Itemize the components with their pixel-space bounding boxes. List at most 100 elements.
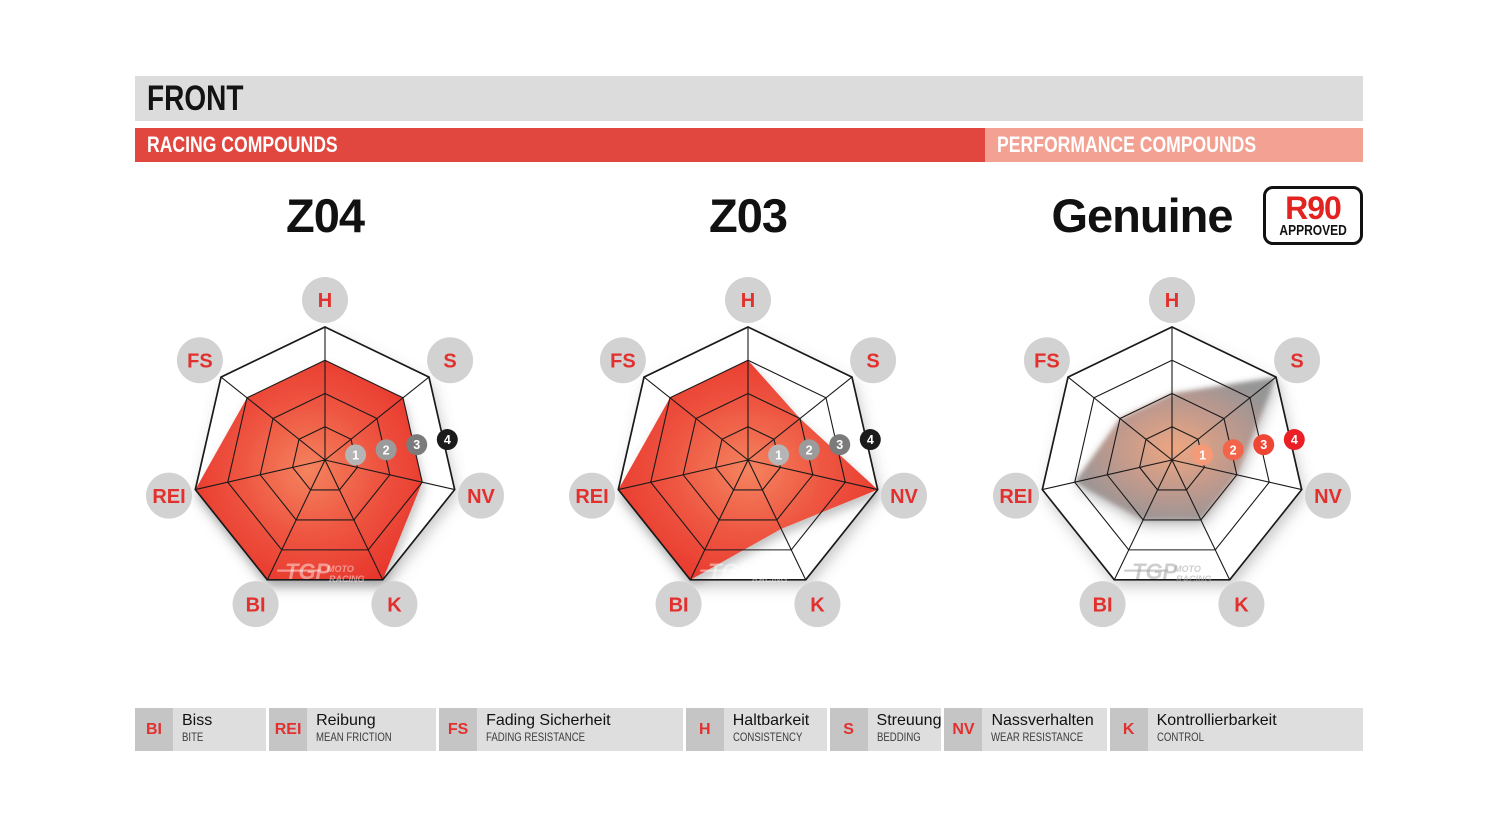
r90-label: R90 bbox=[1285, 190, 1342, 226]
svg-text:2: 2 bbox=[383, 443, 390, 457]
axis-label-circle-H bbox=[725, 277, 771, 323]
svg-text:2: 2 bbox=[1230, 443, 1237, 457]
radar-spoke-BI bbox=[266, 459, 326, 581]
legend-item-fs: FS Fading Sicherheit FADING RESISTANCE bbox=[439, 708, 683, 751]
performance-compounds-band: PERFORMANCE COMPOUNDS bbox=[985, 128, 1363, 162]
scale-marker-1 bbox=[1192, 444, 1214, 466]
legend-text: Fading Sicherheit FADING RESISTANCE bbox=[477, 708, 683, 751]
axis-label-circle-FS bbox=[1023, 337, 1070, 384]
axis-label-circle-S bbox=[427, 337, 474, 384]
radar-ring-2 bbox=[1106, 392, 1238, 521]
radar-spoke-S bbox=[747, 376, 853, 461]
legend-abbr: K bbox=[1109, 708, 1148, 751]
legend-term-de: Kontrollierbarkeit bbox=[1156, 712, 1277, 729]
axis-label-circle-NV bbox=[1304, 472, 1351, 519]
svg-text:3: 3 bbox=[836, 438, 843, 452]
radar-ring-3 bbox=[1074, 359, 1270, 551]
front-section-header: FRONT bbox=[135, 76, 1363, 121]
axis-label-S: S bbox=[443, 350, 456, 372]
legend-term-de: Streuung bbox=[876, 712, 942, 729]
radar-chart-z04: TGP MOTO RACING 1 2 3 4 H S NV K BI REI FS bbox=[125, 265, 525, 655]
radar-ring-2 bbox=[259, 392, 391, 521]
svg-text:1: 1 bbox=[352, 448, 359, 462]
axis-label-circle-FS bbox=[176, 337, 223, 384]
radar-spoke-REI bbox=[195, 459, 326, 491]
svg-text:1: 1 bbox=[1199, 448, 1206, 462]
legend-term-en: BEDDING bbox=[876, 730, 921, 744]
legend-item-h: H Haltbarkeit CONSISTENCY bbox=[685, 708, 827, 751]
axis-label-NV: NV bbox=[467, 486, 495, 508]
legend-item-s: S Streuung BEDDING bbox=[829, 708, 942, 751]
radar-spoke-S bbox=[324, 376, 430, 461]
legend-term-de: Biss bbox=[182, 712, 213, 729]
radar-ring-4 bbox=[194, 326, 456, 581]
approved-label: APPROVED bbox=[1279, 222, 1347, 239]
legend-term-en: FADING RESISTANCE bbox=[486, 730, 586, 744]
axis-label-circle-REI bbox=[569, 472, 616, 519]
radar-spoke-K bbox=[324, 459, 384, 581]
svg-text:1: 1 bbox=[775, 448, 782, 462]
chart-title-z04: Z04 bbox=[286, 189, 365, 242]
legend-abbr: REI bbox=[269, 708, 308, 751]
legend-text: Biss BITE bbox=[173, 708, 267, 751]
radar-ring-1 bbox=[291, 426, 359, 491]
scale-marker-2 bbox=[798, 439, 820, 461]
chart-title-genuine: Genuine bbox=[1051, 189, 1233, 242]
svg-text:4: 4 bbox=[1291, 433, 1298, 447]
legend-text: Streuung BEDDING bbox=[867, 708, 942, 751]
svg-text:3: 3 bbox=[413, 438, 420, 452]
racing-compounds-band: RACING COMPOUNDS bbox=[135, 128, 985, 162]
radar-spoke-FS bbox=[643, 376, 749, 461]
axis-label-circle-BI bbox=[232, 581, 279, 628]
radar-spoke-S bbox=[1171, 376, 1277, 461]
axis-label-S: S bbox=[866, 350, 879, 372]
legend-abbr: NV bbox=[944, 708, 983, 751]
axis-label-BI: BI bbox=[246, 594, 266, 616]
scale-marker-2 bbox=[375, 439, 397, 461]
radar-ring-3 bbox=[227, 359, 423, 551]
legend-item-nv: NV Nassverhalten WEAR RESISTANCE bbox=[944, 708, 1107, 751]
legend-text: Kontrollierbarkeit CONTROL bbox=[1147, 708, 1363, 751]
legend-term-en: CONSISTENCY bbox=[732, 730, 803, 744]
legend-abbr: FS bbox=[439, 708, 478, 751]
axis-label-circle-S bbox=[1274, 337, 1321, 384]
legend-text: Haltbarkeit CONSISTENCY bbox=[723, 708, 827, 751]
axis-label-circle-REI bbox=[993, 472, 1040, 519]
radar-spoke-NV bbox=[324, 459, 455, 491]
scale-marker-3 bbox=[1253, 434, 1275, 456]
svg-text:MOTO: MOTO bbox=[750, 564, 777, 574]
radar-spoke-BI bbox=[689, 459, 749, 581]
svg-text:RACING: RACING bbox=[329, 574, 365, 584]
radar-spoke-K bbox=[1171, 459, 1231, 581]
radar-ring-1 bbox=[714, 426, 782, 491]
scale-marker-1 bbox=[345, 444, 367, 466]
scale-marker-4 bbox=[859, 429, 881, 451]
radar-ring-3 bbox=[650, 359, 846, 551]
scale-marker-1 bbox=[768, 444, 790, 466]
radar-spoke-FS bbox=[220, 376, 326, 461]
svg-text:MOTO: MOTO bbox=[1174, 564, 1201, 574]
radar-ring-4 bbox=[617, 326, 879, 581]
axis-label-NV: NV bbox=[890, 486, 918, 508]
radar-spoke-FS bbox=[1067, 376, 1173, 461]
axis-label-circle-H bbox=[1149, 277, 1195, 323]
legend-term-en: WEAR RESISTANCE bbox=[991, 730, 1084, 744]
legend-term-de: Fading Sicherheit bbox=[486, 712, 611, 729]
svg-text:3: 3 bbox=[1260, 438, 1267, 452]
axis-label-circle-K bbox=[371, 581, 418, 628]
legend-item-k: K Kontrollierbarkeit CONTROL bbox=[1109, 708, 1363, 751]
axis-label-circle-K bbox=[1218, 581, 1265, 628]
z03-data-polygon bbox=[618, 360, 878, 580]
svg-text:TGP: TGP bbox=[285, 559, 331, 584]
scale-marker-4 bbox=[436, 429, 458, 451]
radar-spoke-BI bbox=[1113, 459, 1173, 581]
scale-marker-3 bbox=[406, 434, 428, 456]
front-title: FRONT bbox=[147, 78, 244, 118]
axis-label-circle-K bbox=[794, 581, 841, 628]
racing-compounds-label: RACING COMPOUNDS bbox=[147, 132, 338, 157]
radar-spoke-K bbox=[747, 459, 807, 581]
